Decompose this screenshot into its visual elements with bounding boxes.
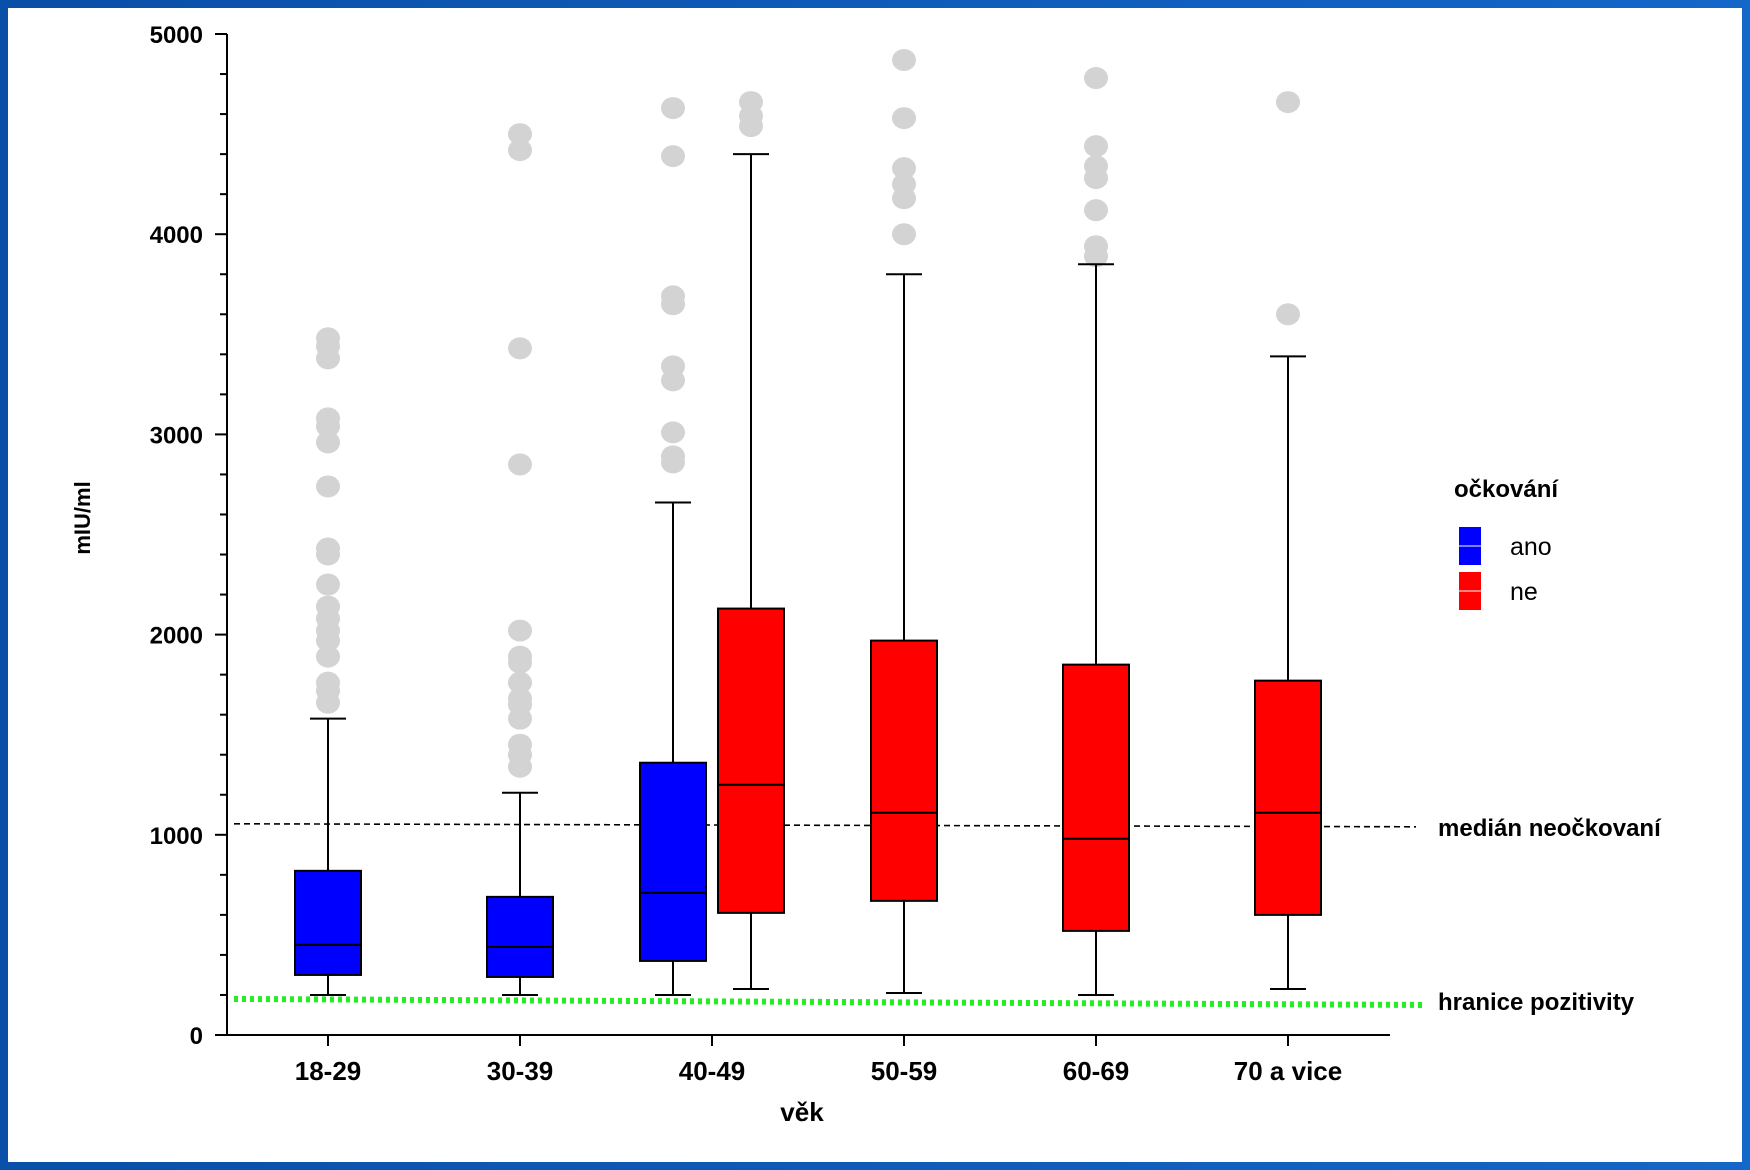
median-unvaccinated-label: medián neočkovaní xyxy=(1438,815,1662,842)
box-ano-40-49 xyxy=(639,501,707,996)
outlier-point xyxy=(508,123,532,146)
legend-label-ano: ano xyxy=(1510,533,1552,561)
outlier-point xyxy=(508,671,532,694)
box-ano-30-39 xyxy=(486,791,554,996)
outlier-point xyxy=(508,755,532,778)
outlier-point xyxy=(661,421,685,444)
outlier-point xyxy=(316,475,340,498)
outlier-point xyxy=(316,629,340,652)
box-ne-50-59 xyxy=(870,273,938,994)
outlier-point xyxy=(892,157,916,180)
outlier-point xyxy=(892,223,916,246)
y-tick-label: 4000 xyxy=(150,222,203,249)
outliers-layer xyxy=(316,49,1300,778)
x-tick-label: 50-59 xyxy=(871,1056,938,1086)
positivity-threshold-line xyxy=(233,995,1423,1008)
x-axis-label: věk xyxy=(780,1097,824,1127)
x-tick-label: 40-49 xyxy=(679,1056,746,1086)
outlier-point xyxy=(316,415,340,438)
outlier-point xyxy=(316,645,340,668)
iqr-box xyxy=(294,869,362,976)
x-tick-label: 70 a vice xyxy=(1234,1056,1342,1086)
iqr-box xyxy=(1062,663,1130,932)
y-tick-label: 1000 xyxy=(150,823,203,850)
iqr-box xyxy=(639,761,707,962)
outlier-point xyxy=(1084,67,1108,90)
y-tick-label: 3000 xyxy=(150,422,203,449)
iqr-box xyxy=(870,639,938,902)
iqr-box xyxy=(717,607,785,914)
outlier-point xyxy=(508,453,532,476)
outlier-point xyxy=(1084,135,1108,158)
legend-title: očkování xyxy=(1454,476,1559,503)
box-ne-70 a vice xyxy=(1254,355,1322,990)
y-tick-label: 2000 xyxy=(150,623,203,650)
outlier-point xyxy=(1276,91,1300,114)
outlier-point xyxy=(892,187,916,210)
outlier-point xyxy=(508,337,532,360)
box-ano-18-29 xyxy=(294,717,362,996)
x-tick-label: 30-39 xyxy=(487,1056,554,1086)
outlier-point xyxy=(316,347,340,370)
outlier-point xyxy=(739,115,763,138)
outlier-point xyxy=(508,651,532,674)
reference-lines-layer: medián neočkovaní hranice pozitivity xyxy=(233,815,1662,1016)
axes-layer: 0 1000 2000 3000 4000 5000 18-29 30-39 40-49 50-5… xyxy=(150,22,1390,1086)
outlier-point xyxy=(661,293,685,316)
outlier-point xyxy=(661,97,685,120)
outlier-point xyxy=(316,543,340,566)
outlier-point xyxy=(1276,303,1300,326)
x-tick-label: 60-69 xyxy=(1063,1056,1130,1086)
outlier-point xyxy=(892,49,916,72)
chart-frame: medián neočkovaní hranice pozitivity 0 100… xyxy=(8,8,1742,1162)
outlier-point xyxy=(1084,199,1108,222)
outlier-point xyxy=(661,145,685,168)
median-unvaccinated-line xyxy=(233,822,1417,828)
y-tick-label: 0 xyxy=(190,1023,203,1050)
box-ne-40-49 xyxy=(717,153,785,990)
boxes-layer xyxy=(294,153,1322,996)
outlier-point xyxy=(661,451,685,474)
outlier-point xyxy=(316,691,340,714)
outlier-point xyxy=(1084,245,1108,268)
iqr-box xyxy=(486,895,554,978)
outlier-point xyxy=(661,369,685,392)
legend-label-ne: ne xyxy=(1510,578,1538,606)
outlier-point xyxy=(316,431,340,454)
y-tick-label: 5000 xyxy=(150,22,203,49)
box-ne-60-69 xyxy=(1062,263,1130,996)
iqr-box xyxy=(1254,679,1322,916)
outlier-point xyxy=(316,573,340,596)
boxplot-chart: medián neočkovaní hranice pozitivity 0 100… xyxy=(70,22,1662,1127)
outlier-point xyxy=(508,619,532,642)
outlier-point xyxy=(508,707,532,730)
outlier-point xyxy=(1084,167,1108,190)
outlier-point xyxy=(508,139,532,162)
y-axis-label: mIU/ml xyxy=(70,481,95,554)
legend: ano ne xyxy=(1459,527,1552,610)
outlier-point xyxy=(892,107,916,130)
x-tick-label: 18-29 xyxy=(295,1056,362,1086)
labels-layer: mIU/ml věk očkování xyxy=(70,476,1559,1127)
positivity-threshold-label: hranice pozitivity xyxy=(1438,989,1635,1016)
